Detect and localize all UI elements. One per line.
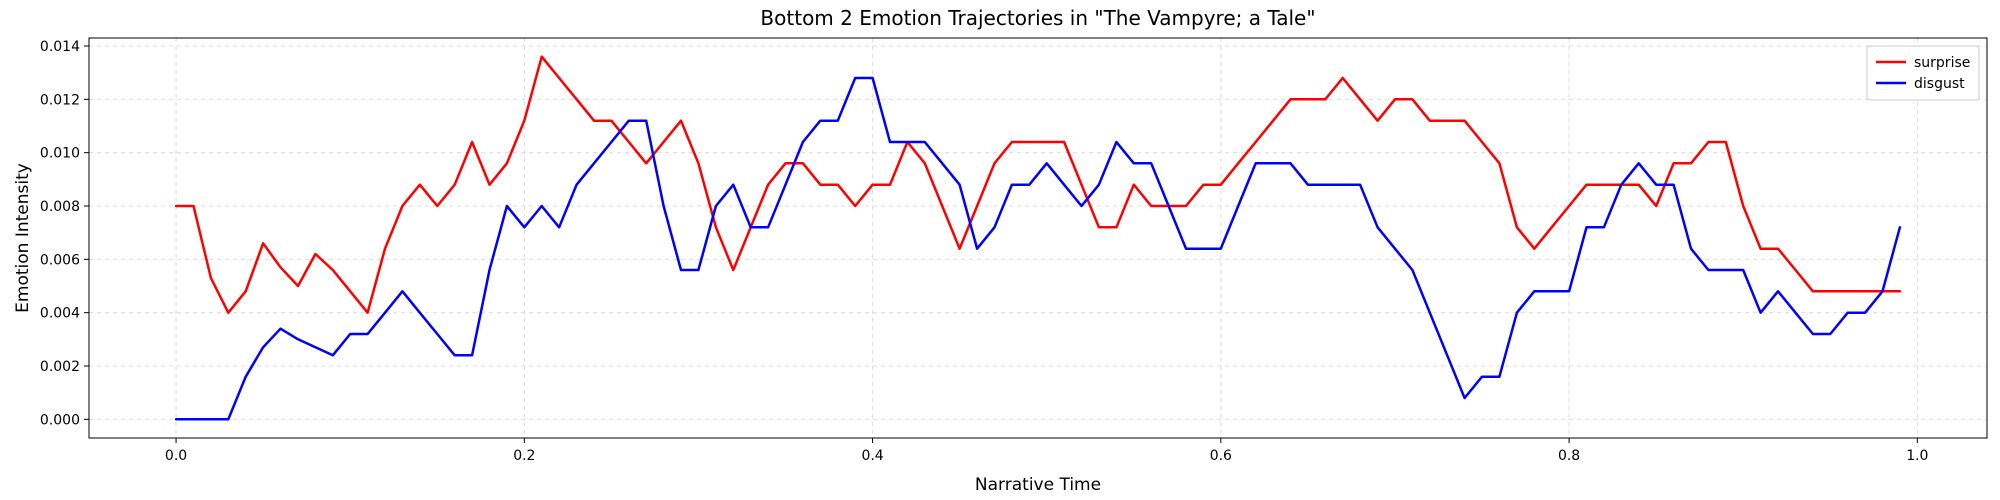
legend-box <box>1866 45 1980 101</box>
y-axis-title: Emotion Intensity <box>13 163 33 313</box>
y-tick-label: 0.012 <box>40 92 80 108</box>
x-tick-label: 1.0 <box>1906 448 1928 464</box>
x-tick-label: 0.0 <box>165 448 187 464</box>
y-tick-label: 0.000 <box>40 412 80 428</box>
y-tick-label: 0.014 <box>40 39 80 55</box>
y-tick-label: 0.002 <box>40 359 80 375</box>
x-axis-title: Narrative Time <box>975 475 1101 495</box>
series-lines <box>174 55 1902 421</box>
chart-title: Bottom 2 Emotion Trajectories in "The Va… <box>760 6 1315 30</box>
y-tick-label: 0.008 <box>40 199 80 215</box>
x-tick-label: 0.8 <box>1558 448 1580 464</box>
plot-frame <box>88 37 1988 439</box>
axis-ticks: 0.0 0.2 0.4 0.6 0.8 1.0 0.000 0.002 0.004 0.006 0.… <box>40 39 1929 464</box>
legend: surprise disgust <box>1866 45 1980 101</box>
grid <box>89 38 1987 438</box>
x-tick-label: 0.6 <box>1210 448 1232 464</box>
x-tick-label: 0.4 <box>861 448 883 464</box>
series-line-disgust <box>174 76 1902 421</box>
y-tick-label: 0.004 <box>40 306 80 322</box>
x-tick-label: 0.2 <box>513 448 535 464</box>
y-tick-label: 0.010 <box>40 146 80 162</box>
series-line-surprise <box>174 55 1902 314</box>
legend-label-surprise: surprise <box>1914 55 1970 71</box>
y-tick-label: 0.006 <box>40 252 80 268</box>
legend-label-disgust: disgust <box>1914 76 1965 92</box>
